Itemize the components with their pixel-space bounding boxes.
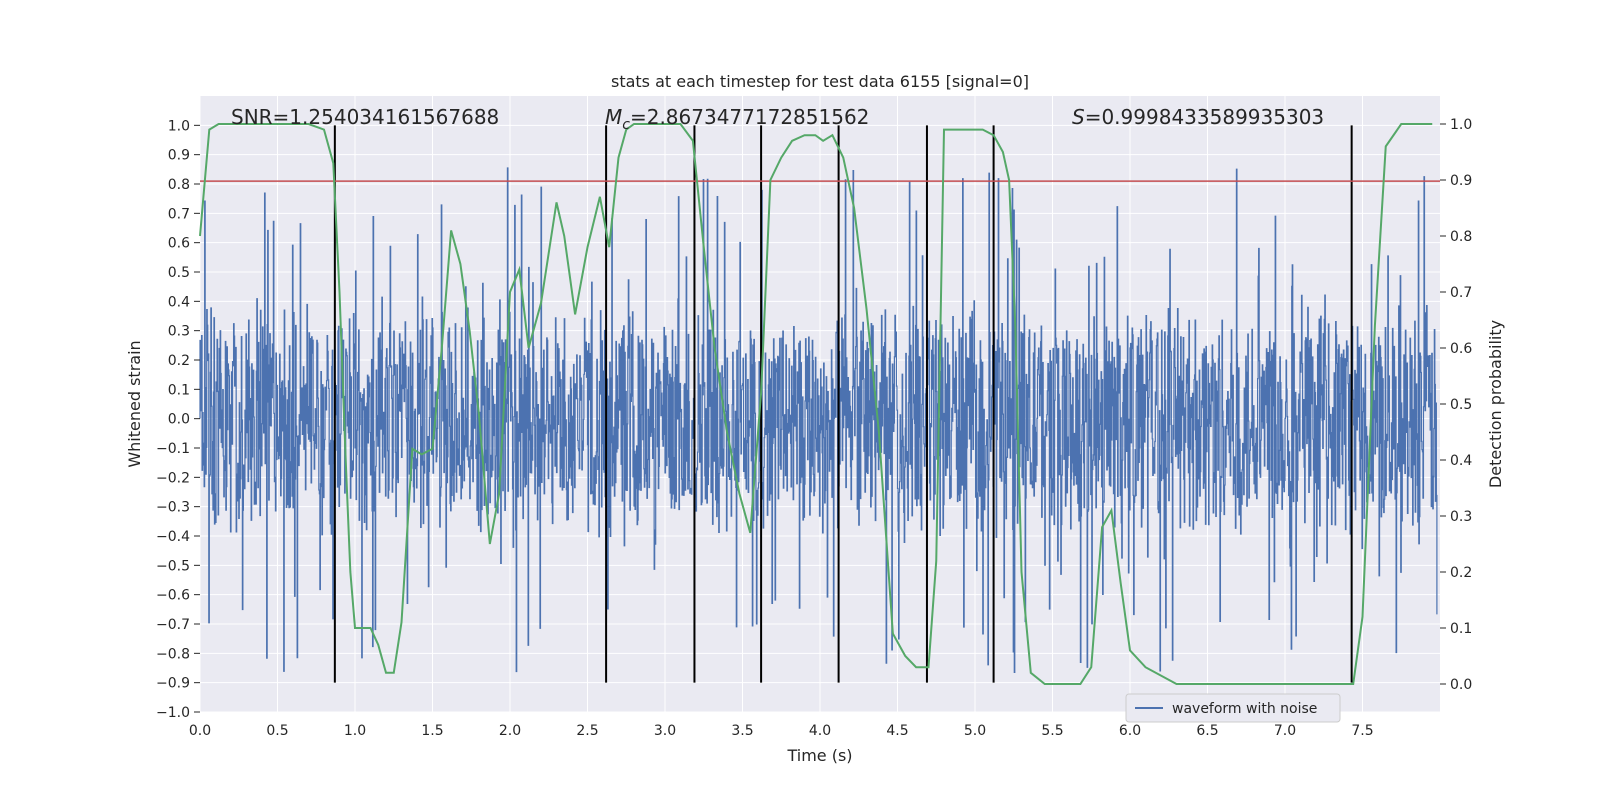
- y2-tick-label: 0.4: [1450, 453, 1472, 469]
- y-tick-label: 0.5: [168, 265, 190, 281]
- x-axis-label: Time (s): [786, 746, 852, 765]
- y-tick-label: 0.4: [168, 294, 190, 310]
- x-tick-label: 4.0: [809, 723, 831, 739]
- snr-annotation: SNR=1.254034161567688: [231, 105, 499, 129]
- y2-axis-label: Detection probability: [1486, 320, 1505, 488]
- probability-line: [199, 123, 1433, 685]
- y-tick-label: −0.4: [156, 529, 190, 545]
- y-tick-label: 1.0: [168, 118, 190, 134]
- y-tick-label: −0.6: [156, 588, 190, 604]
- y-tick-label: 0.2: [168, 353, 190, 369]
- x-tick-label: 0.5: [266, 723, 288, 739]
- y2-tick-label: 0.1: [1450, 621, 1472, 637]
- x-tick-label: 2.5: [576, 723, 598, 739]
- y2-tick-label: 0.3: [1450, 509, 1472, 525]
- y2-tick-label: 0.8: [1450, 229, 1472, 245]
- x-tick-label: 7.5: [1351, 723, 1373, 739]
- x-tick-label: 7.0: [1274, 723, 1296, 739]
- y-tick-label: 0.8: [168, 177, 190, 193]
- chart-title: stats at each timestep for test data 615…: [611, 72, 1029, 91]
- x-tick-label: 4.5: [886, 723, 908, 739]
- x-tick-label: 3.0: [654, 723, 676, 739]
- y-tick-label: 0.7: [168, 206, 190, 222]
- x-tick-label: 2.0: [499, 723, 521, 739]
- y-tick-label: −0.2: [156, 470, 190, 486]
- y-ticks: −1.0 −0.9 −0.8 −0.7 −0.6 −0.5 −0.4 −0.3 −0.2 −0.1…: [156, 118, 200, 721]
- y-tick-label: −0.1: [156, 441, 190, 457]
- x-tick-label: 5.0: [964, 723, 986, 739]
- y-tick-label: 0.3: [168, 324, 190, 340]
- mc-annotation: Mc=2.8673477172851562: [605, 105, 869, 133]
- mc-subscript: c: [622, 117, 630, 133]
- y-tick-label: −1.0: [156, 705, 190, 721]
- s-value: =0.9998433589935303: [1085, 105, 1324, 129]
- s-symbol: S: [1072, 105, 1085, 129]
- mc-value: =2.8673477172851562: [630, 105, 869, 129]
- s-annotation: S=0.9998433589935303: [1072, 105, 1324, 129]
- y-axis-label: Whitened strain: [125, 340, 144, 467]
- x-tick-label: 1.0: [344, 723, 366, 739]
- y2-tick-label: 1.0: [1450, 117, 1472, 133]
- x-tick-label: 5.5: [1041, 723, 1063, 739]
- y-tick-label: 0.9: [168, 148, 190, 164]
- legend-box: [1125, 693, 1341, 723]
- x-ticks: 0.0 0.5 1.0 1.5 2.0 2.5 3.0 3.5 4.0 4.5 5.0 5.5 6.0 6…: [189, 723, 1374, 739]
- y2-tick-label: 0.5: [1450, 397, 1472, 413]
- y2-tick-label: 0.9: [1450, 173, 1472, 189]
- y-tick-label: −0.8: [156, 646, 190, 662]
- y2-tick-label: 0.2: [1450, 565, 1472, 581]
- y-tick-label: 0.1: [168, 382, 190, 398]
- waveform-path: [199, 167, 1438, 674]
- y-tick-label: −0.3: [156, 500, 190, 516]
- y-tick-label: −0.7: [156, 617, 190, 633]
- x-tick-label: 3.5: [731, 723, 753, 739]
- legend-label: waveform with noise: [1172, 701, 1317, 717]
- y-tick-label: 0.6: [168, 236, 190, 252]
- mc-symbol: M: [605, 105, 622, 129]
- legend: waveform with noise: [1125, 693, 1341, 723]
- y-tick-label: 0.0: [168, 412, 190, 428]
- x-tick-label: 0.0: [189, 723, 211, 739]
- y2-ticks: 0.0 0.1 0.2 0.3 0.4 0.5 0.6 0.7 0.8 0.9 1.0: [1440, 117, 1472, 693]
- x-tick-label: 6.0: [1119, 723, 1141, 739]
- x-tick-label: 1.5: [421, 723, 443, 739]
- y2-tick-label: 0.0: [1450, 677, 1472, 693]
- y2-tick-label: 0.6: [1450, 341, 1472, 357]
- y-tick-label: −0.9: [156, 676, 190, 692]
- x-tick-label: 6.5: [1196, 723, 1218, 739]
- y-tick-label: −0.5: [156, 558, 190, 574]
- waveform-series: [199, 167, 1438, 674]
- y2-tick-label: 0.7: [1450, 285, 1472, 301]
